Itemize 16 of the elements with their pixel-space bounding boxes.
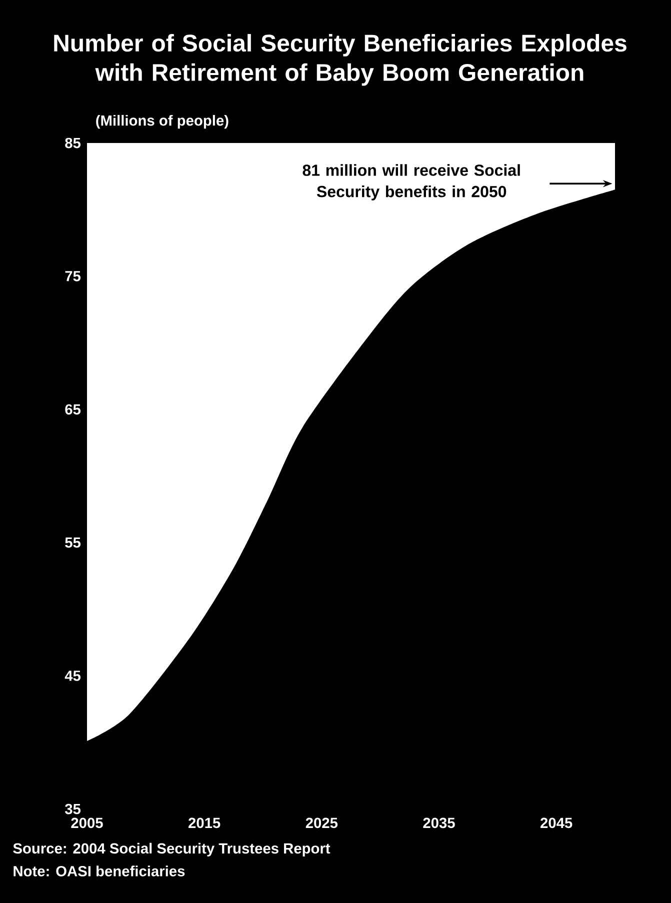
x-tick-label: 2005 <box>71 818 103 828</box>
y-tick-label: 45 <box>64 670 81 681</box>
x-tick-label: 2035 <box>423 818 455 828</box>
annotation: 81 million will receive Social Security benefits in 2050 <box>302 164 520 200</box>
y-tick-label: 85 <box>65 138 81 148</box>
y-tick-label: 75 <box>65 271 81 282</box>
source-note: Source: 2004 Social Security Trustees Report <box>13 842 330 856</box>
y-tick-label: 35 <box>64 804 81 814</box>
chart-title: Number of Social Security Beneficiaries Explodes with Retirement of Baby Boom Generation <box>54 34 626 86</box>
text: Note: OASI beneficiaries <box>14 866 185 876</box>
x-tick-label: 2045 <box>540 818 572 828</box>
x-tick-label: 2015 <box>188 818 220 828</box>
y-tick-label: 65 <box>65 404 81 415</box>
y-tick-label: 55 <box>65 537 81 548</box>
x-tick-label: 2025 <box>306 818 338 828</box>
y-axis-title: (Millions of people) <box>96 114 228 129</box>
